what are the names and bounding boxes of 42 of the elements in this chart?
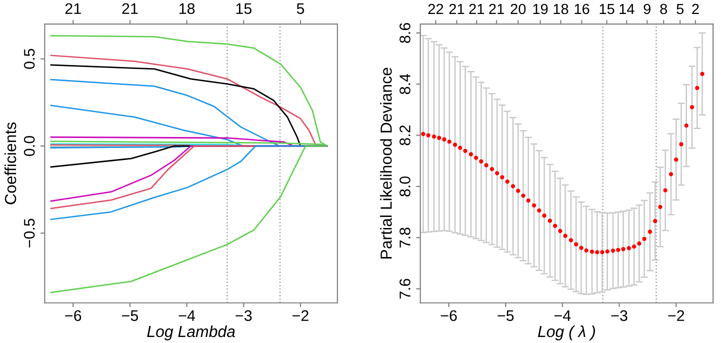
y-tick-label: 0.5 xyxy=(24,48,35,69)
text: 15 xyxy=(236,3,252,14)
annotation: 21 xyxy=(489,4,504,14)
annotation: 21 xyxy=(449,4,464,14)
text: 5 xyxy=(296,3,304,14)
annotation: 21 xyxy=(469,4,484,14)
x-tick-label: −2 xyxy=(292,310,308,321)
y-tick-label: 8.0 xyxy=(400,176,410,196)
text: 21 xyxy=(122,3,138,14)
x-tick-label: −3 xyxy=(611,310,628,322)
x-tick-label: −6 xyxy=(65,310,82,322)
y-tick-label: 8.6 xyxy=(400,23,410,43)
text: 21 xyxy=(65,3,81,14)
annotation: 15 xyxy=(600,4,614,14)
x-tick-label: −3 xyxy=(236,310,252,322)
annotation: 16 xyxy=(574,4,590,14)
x-tick-label: −6 xyxy=(440,310,457,322)
annotation: 2 xyxy=(692,4,699,14)
x-tick-label: −5 xyxy=(498,310,514,322)
annotation: 18 xyxy=(554,4,568,14)
annotation: 9 xyxy=(644,4,650,14)
y-tick-label: −0.5 xyxy=(24,218,35,248)
y-tick-label: 8.4 xyxy=(400,74,410,94)
y-tick-label: 7.6 xyxy=(400,278,410,299)
annotation: 20 xyxy=(510,4,526,14)
x-tick-label: −2 xyxy=(668,310,684,321)
x-tick-label: −4 xyxy=(178,310,196,321)
y-axis-title: Coefficients xyxy=(4,122,16,204)
annotation: 22 xyxy=(428,4,444,14)
annotation: 19 xyxy=(533,4,548,14)
y-tick-label: 0.0 xyxy=(24,136,35,156)
annotation: 5 xyxy=(676,4,684,14)
y-axis-title: Partial Likelihood Deviance xyxy=(380,68,392,258)
annotation: 8 xyxy=(660,4,668,14)
text: 18 xyxy=(179,3,195,14)
y-tick-label: 7.8 xyxy=(400,228,410,248)
y-tick-label: 8.2 xyxy=(400,125,410,146)
x-axis-title: Log Lambda xyxy=(147,325,235,340)
annotation: 14 xyxy=(620,4,634,14)
x-axis-title: Log ( λ ) xyxy=(538,325,595,340)
x-tick-label: −4 xyxy=(554,310,571,321)
x-tick-label: −5 xyxy=(122,310,138,322)
